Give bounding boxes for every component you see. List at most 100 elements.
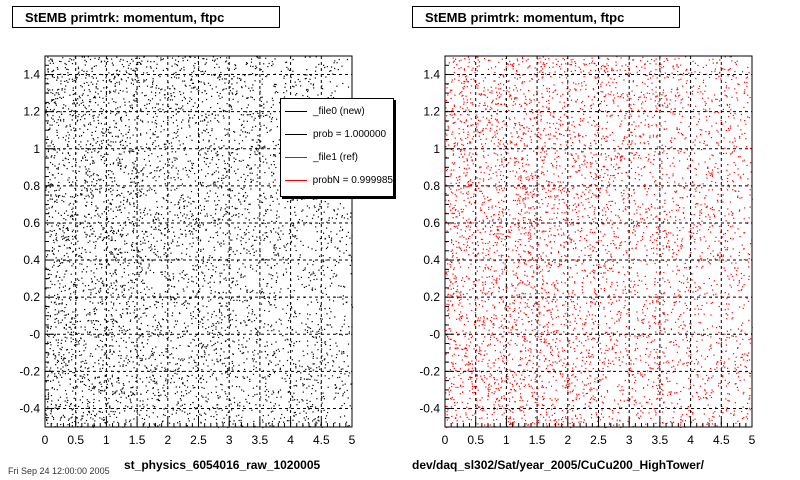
data-point xyxy=(250,180,252,182)
data-point xyxy=(206,345,208,347)
data-point xyxy=(107,334,110,336)
data-point xyxy=(111,239,113,241)
data-point xyxy=(84,362,86,364)
data-point xyxy=(166,208,168,210)
data-point xyxy=(246,107,248,109)
data-point xyxy=(295,384,297,387)
data-point xyxy=(190,91,192,93)
data-point xyxy=(189,160,191,162)
data-point xyxy=(200,422,202,424)
data-point xyxy=(93,241,95,243)
data-point xyxy=(199,288,201,290)
data-point xyxy=(238,213,240,215)
data-point xyxy=(224,357,226,359)
data-point xyxy=(269,425,271,427)
data-point xyxy=(119,248,121,250)
data-point xyxy=(150,61,152,63)
data-point xyxy=(221,373,223,375)
data-point xyxy=(73,291,75,293)
data-point xyxy=(208,268,210,271)
data-point xyxy=(159,76,161,78)
data-point xyxy=(186,393,188,395)
data-point xyxy=(187,413,189,415)
data-point xyxy=(346,235,348,237)
data-point xyxy=(55,356,57,358)
data-point xyxy=(226,302,228,304)
data-point xyxy=(262,421,264,423)
data-point xyxy=(257,144,259,146)
data-point xyxy=(160,232,162,234)
data-point xyxy=(219,97,221,100)
data-point xyxy=(132,242,134,244)
data-point xyxy=(307,340,309,342)
data-point xyxy=(233,401,236,404)
data-point xyxy=(65,227,67,230)
data-point xyxy=(71,421,73,424)
data-point xyxy=(102,360,104,362)
data-point xyxy=(82,282,84,285)
data-point xyxy=(215,271,217,273)
data-point xyxy=(70,334,72,336)
data-point xyxy=(335,387,337,389)
data-point xyxy=(270,407,272,409)
data-point xyxy=(211,345,213,347)
data-point xyxy=(294,227,296,229)
data-point xyxy=(167,119,169,121)
data-point xyxy=(111,58,113,60)
data-point xyxy=(53,120,55,122)
data-point xyxy=(144,214,146,216)
data-point xyxy=(169,295,171,297)
data-point xyxy=(223,167,226,170)
data-point xyxy=(98,236,100,238)
data-point xyxy=(341,216,343,218)
data-point xyxy=(81,390,83,392)
data-point xyxy=(245,217,247,219)
data-point xyxy=(333,62,335,64)
data-point xyxy=(276,272,278,274)
data-point xyxy=(96,141,99,143)
data-point xyxy=(312,411,314,413)
data-point xyxy=(196,269,198,271)
data-point xyxy=(181,252,183,254)
data-point xyxy=(143,211,145,213)
data-point xyxy=(90,413,92,415)
data-point xyxy=(168,172,170,174)
data-point xyxy=(49,314,51,317)
data-point xyxy=(254,327,257,329)
data-point xyxy=(155,67,158,69)
data-point xyxy=(146,231,148,233)
data-point xyxy=(118,206,120,208)
data-point xyxy=(166,347,169,350)
data-point xyxy=(75,234,77,236)
data-point xyxy=(295,331,297,333)
data-point xyxy=(348,333,350,335)
data-point xyxy=(192,265,194,267)
data-point xyxy=(156,103,158,105)
data-point xyxy=(167,228,170,230)
data-point xyxy=(260,239,262,241)
data-point xyxy=(160,59,162,61)
data-point xyxy=(155,228,157,230)
data-point xyxy=(60,357,63,360)
data-point xyxy=(51,99,54,101)
data-point xyxy=(89,222,91,225)
data-point xyxy=(308,367,310,369)
data-point xyxy=(91,233,93,235)
data-point xyxy=(205,175,207,177)
data-point xyxy=(216,91,218,93)
data-point xyxy=(126,313,128,315)
data-point xyxy=(249,90,251,92)
data-point xyxy=(313,278,315,281)
data-point xyxy=(114,269,116,271)
data-point xyxy=(135,67,137,69)
data-point xyxy=(86,201,88,203)
data-point xyxy=(62,152,64,154)
data-point xyxy=(46,356,48,358)
data-point xyxy=(80,85,82,87)
data-point xyxy=(171,145,173,147)
data-point xyxy=(65,323,67,325)
data-point xyxy=(271,343,273,345)
data-point xyxy=(79,354,81,356)
data-point xyxy=(83,340,85,342)
data-point xyxy=(236,299,238,301)
